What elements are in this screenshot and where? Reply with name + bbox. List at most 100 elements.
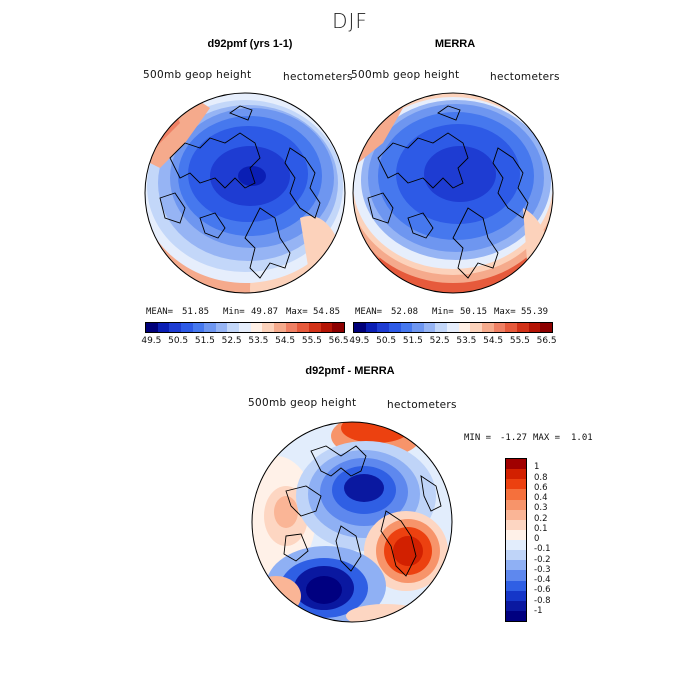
colorbar-tick-label: 49.5 [349,336,370,346]
left-polar-map [144,92,346,294]
colorbar-swatch [320,323,333,332]
colorbar-swatch [506,519,526,530]
colorbar-swatch [506,499,526,510]
colorbar-swatch [169,323,181,332]
left-mean-label: MEAN= [146,307,174,317]
left-mean-value: 51.85 [182,307,210,317]
colorbar-swatch [516,323,529,332]
diff-max-value: 1.01 [571,433,593,443]
colorbar-swatch [332,323,344,332]
colorbar-swatch [388,323,401,332]
colorbar-swatch [506,469,526,480]
left-colorbar [145,322,345,333]
left-units-label: hectometers [283,71,353,83]
colorbar-tick-label: 56.5 [328,336,349,346]
colorbar-tick-label: 53.5 [456,336,477,346]
colorbar-swatch [297,323,309,332]
colorbar-swatch [506,509,526,520]
colorbar-swatch [308,323,321,332]
colorbar-swatch [528,323,541,332]
colorbar-swatch [250,323,263,332]
colorbar-tick-label: 0.2 [534,513,548,524]
colorbar-tick-label: 50.5 [168,336,189,346]
colorbar-tick-label: -0.8 [534,595,551,606]
colorbar-tick-label: -0.1 [534,544,551,555]
colorbar-swatch [506,540,526,551]
right-field-label: 500mb geop height [351,69,460,81]
colorbar-swatch [506,529,526,540]
right-max-value: 55.39 [521,307,549,317]
colorbar-tick-label: -1 [534,605,543,616]
right-panel-title: MERRA [434,38,476,50]
colorbar-swatch [506,600,526,611]
colorbar-swatch [192,323,205,332]
right-mean-label: MEAN= [355,307,383,317]
colorbar-swatch [274,323,286,332]
colorbar-tick-label: 0.4 [534,493,548,503]
colorbar-swatch [540,323,552,332]
diff-colorbar-labels: 1 0.8 0.6 0.4 0.3 0.2 0.1 0 -0.1 -0.2 -0.3 -0.4 -0.6… [534,458,574,622]
colorbar-tick-label: 51.5 [194,336,215,346]
colorbar-tick-label: 56.5 [536,336,557,346]
colorbar-tick-label: 54.5 [275,336,296,346]
colorbar-swatch [506,560,526,571]
colorbar-swatch [506,459,526,470]
colorbar-swatch [506,580,526,591]
colorbar-swatch [146,323,158,332]
colorbar-swatch [412,323,424,332]
diff-min-label: MIN = [464,433,492,443]
colorbar-tick-label: 0.3 [534,503,548,514]
diff-min-value: -1.27 [500,433,528,443]
colorbar-swatch [447,323,459,332]
colorbar-swatch [377,323,389,332]
diff-max-label: MAX = [533,433,561,443]
colorbar-swatch [227,323,240,332]
colorbar-swatch [506,610,526,621]
left-panel-title: d92pmf (yrs 1-1) [207,38,293,50]
colorbar-tick-label: -0.3 [534,564,551,575]
colorbar-swatch [180,323,193,332]
right-max-label: Max= [494,307,516,317]
colorbar-tick-label: 0.1 [534,523,548,534]
diff-polar-map [251,421,453,623]
colorbar-swatch [157,323,170,332]
colorbar-tick-label: 0 [534,534,540,544]
colorbar-tick-label: 51.5 [402,336,423,346]
colorbar-swatch [506,479,526,490]
colorbar-swatch [506,550,526,561]
colorbar-swatch [354,323,366,332]
right-colorbar [353,322,553,333]
colorbar-tick-label: 55.5 [301,336,322,346]
colorbar-swatch [262,323,275,332]
colorbar-swatch [204,323,216,332]
colorbar-tick-label: -0.6 [534,585,551,596]
colorbar-swatch [423,323,436,332]
colorbar-tick-label: 49.5 [141,336,162,346]
colorbar-swatch [506,590,526,601]
colorbar-tick-label: -0.4 [534,575,551,585]
diff-units-label: hectometers [387,399,457,411]
season-title: DJF [332,9,368,33]
colorbar-tick-label: 50.5 [376,336,397,346]
colorbar-tick-label: 1 [534,462,540,473]
colorbar-tick-label: -0.2 [534,554,551,565]
left-field-label: 500mb geop height [143,69,252,81]
right-colorbar-ticks: 49.5 50.5 51.5 52.5 53.5 54.5 55.5 56.5 [346,336,560,346]
colorbar-swatch [482,323,494,332]
colorbar-tick-label: 0.8 [534,472,548,483]
diff-colorbar [505,458,527,622]
colorbar-tick-label: 52.5 [429,336,450,346]
colorbar-swatch [506,570,526,581]
colorbar-swatch [215,323,228,332]
diff-field-label: 500mb geop height [248,397,357,409]
colorbar-swatch [435,323,448,332]
colorbar-tick-label: 55.5 [509,336,530,346]
right-min-label: Min= [432,307,454,317]
colorbar-swatch [365,323,378,332]
colorbar-swatch [493,323,506,332]
right-units-label: hectometers [490,71,560,83]
right-polar-map [352,92,554,294]
colorbar-swatch [470,323,483,332]
colorbar-swatch [239,323,251,332]
colorbar-swatch [506,489,526,500]
